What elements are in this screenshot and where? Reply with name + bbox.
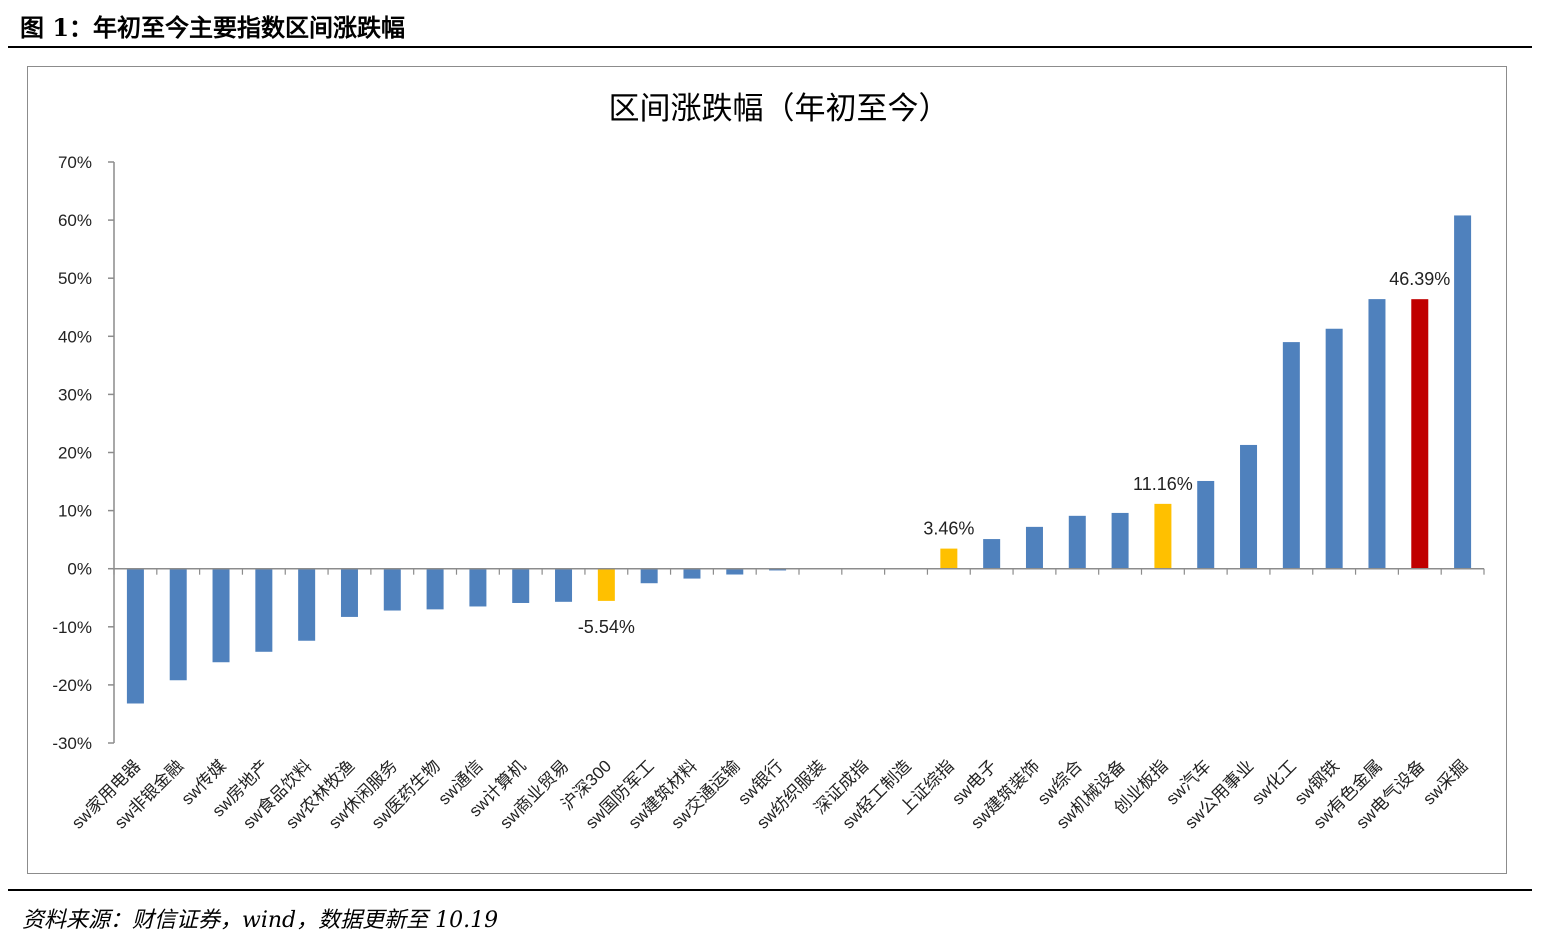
y-tick-label: -30% [52,734,92,753]
y-axis: 70% 60% 50% 40% 30% 20% 10% 0% -10% -20% -30% [52,153,115,753]
x-axis [113,567,1485,575]
chart-title: 区间涨跌幅（年初至今） [609,91,950,127]
bar [683,568,701,579]
bar [298,568,316,641]
bar [426,568,444,610]
bar [1325,328,1343,569]
bar [555,568,573,602]
bar [1454,215,1472,569]
top-rule [8,46,1532,48]
bar [1025,526,1043,569]
y-tick-label: 20% [58,444,92,463]
data-label: -5.54% [578,617,635,637]
bar [1154,503,1172,569]
y-tick-label: 70% [58,153,92,172]
data-label: 46.39% [1389,269,1450,289]
y-tick-label: -10% [52,618,92,637]
category-label: sw采掘 [1419,756,1471,808]
bar [126,568,144,704]
bar [340,568,358,617]
bar [255,568,273,652]
y-tick-label: 30% [58,385,92,404]
bar [940,548,958,569]
figure-title: 图 1：年初至今主要指数区间涨跌幅 [20,13,406,42]
source-note: 资料来源：财信证券，wind，数据更新至 10.19 [22,908,499,933]
bar [597,568,615,601]
bar [383,568,401,611]
chart-area: 区间涨跌幅（年初至今） 70% 60% 50% 40% 30% 20% 10% 0% -10% -… [27,66,1507,874]
bars [126,215,1472,704]
bar [769,568,787,571]
bar [1411,299,1429,569]
bar [1197,480,1215,569]
y-tick-label: 40% [58,327,92,346]
bar [212,568,230,663]
data-label: 3.46% [923,519,974,539]
bar [1111,512,1129,569]
bar [1068,515,1086,569]
bar [1240,444,1258,569]
y-tick-label: 10% [58,502,92,521]
bar [512,568,530,603]
category-label: sw化工 [1248,756,1300,808]
bar [169,568,187,681]
category-labels: sw家用电器sw非银金融sw传媒sw房地产sw食品饮料sw农林牧渔sw休闲服务s… [68,756,1471,832]
bar [1368,299,1386,569]
bar [983,539,1001,569]
bar-chart: 区间涨跌幅（年初至今） 70% 60% 50% 40% 30% 20% 10% 0% -10% -… [52,91,1485,833]
bar [469,568,487,607]
y-tick-label: 60% [58,211,92,230]
bar [1282,342,1300,569]
data-labels: -5.54% 3.46% 11.16% 46.39% [578,269,1450,637]
bottom-rule [8,889,1532,891]
bar [640,568,658,584]
y-tick-label: 0% [67,560,92,579]
data-label: 11.16% [1133,474,1193,494]
y-tick-label: -20% [52,676,92,695]
bar [726,568,744,575]
y-tick-label: 50% [58,269,92,288]
